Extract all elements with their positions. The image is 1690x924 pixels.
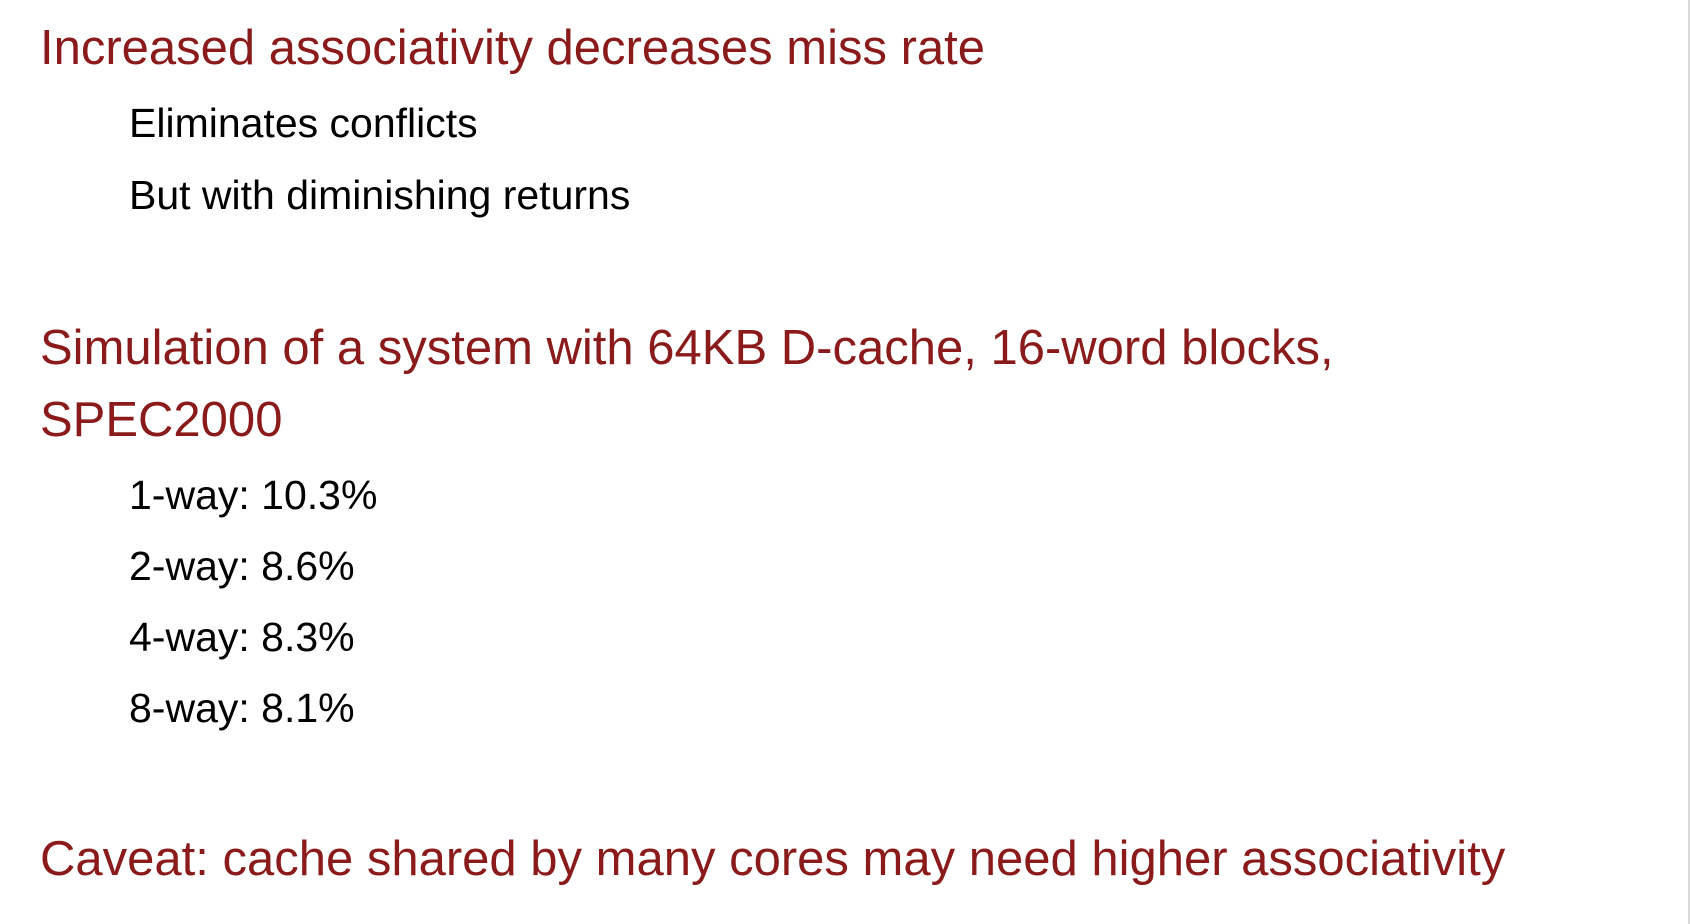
heading-simulation: Simulation of a system with 64KB D-cache… — [40, 321, 1334, 447]
result-4-way: 4-way: 8.3% — [129, 614, 355, 660]
subpoint-diminishing-returns: But with diminishing returns — [129, 172, 631, 218]
heading-associativity: Increased associativity decreases miss r… — [40, 21, 985, 75]
result-2-way: 2-way: 8.6% — [129, 543, 355, 589]
result-1-way: 1-way: 10.3% — [129, 472, 378, 518]
slide-edge-divider — [1688, 0, 1690, 924]
subpoint-eliminates-conflicts: Eliminates conflicts — [129, 100, 478, 146]
result-8-way: 8-way: 8.1% — [129, 685, 355, 731]
heading-caveat: Caveat: cache shared by many cores may n… — [40, 832, 1506, 886]
